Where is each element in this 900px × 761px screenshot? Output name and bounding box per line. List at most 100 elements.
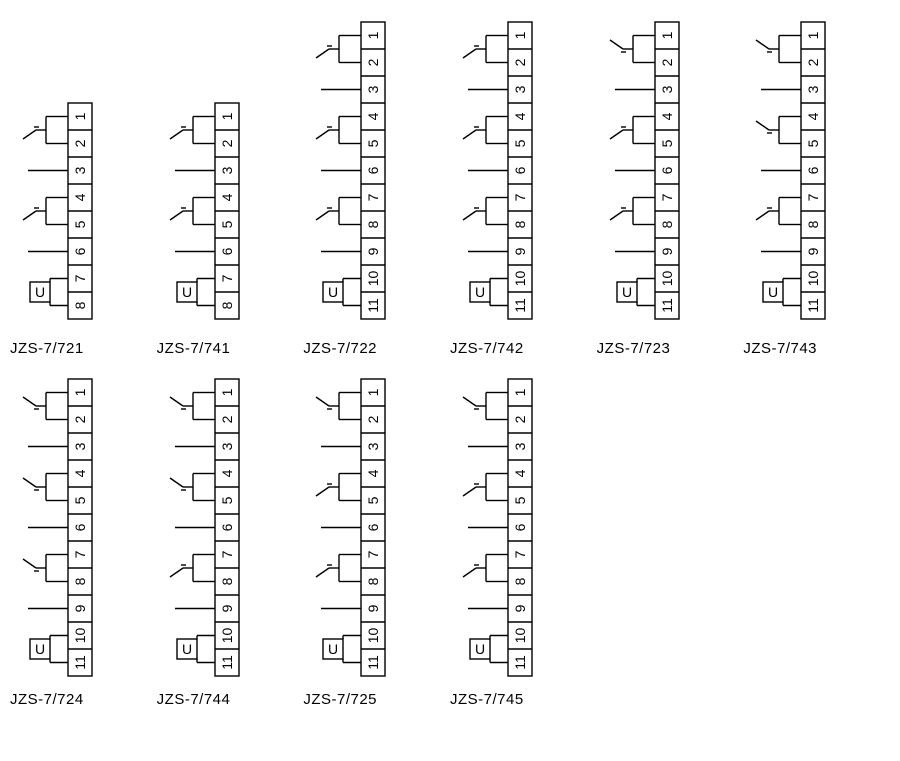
svg-text:11: 11: [365, 298, 381, 313]
svg-text:4: 4: [659, 112, 675, 120]
relay-svg: 1234567891011U: [10, 377, 96, 678]
svg-text:U: U: [622, 284, 632, 300]
relay-unit: 1234567891011UJZS-7/745: [450, 377, 590, 678]
relay-unit: 1234567891011UJZS-7/722: [303, 20, 443, 327]
svg-text:4: 4: [365, 112, 381, 120]
svg-text:11: 11: [72, 655, 88, 670]
relay-svg: 12345678U: [157, 20, 243, 327]
svg-text:U: U: [35, 641, 45, 657]
svg-text:8: 8: [512, 220, 528, 228]
svg-text:8: 8: [72, 577, 88, 585]
relay-svg: 1234567891011U: [303, 377, 389, 678]
svg-text:8: 8: [805, 220, 821, 228]
unit-label: JZS-7/744: [157, 691, 231, 708]
svg-text:10: 10: [365, 271, 381, 287]
svg-text:7: 7: [659, 193, 675, 201]
svg-text:11: 11: [365, 655, 381, 670]
svg-text:6: 6: [805, 166, 821, 174]
svg-text:6: 6: [365, 166, 381, 174]
svg-text:5: 5: [512, 496, 528, 504]
svg-text:5: 5: [72, 220, 88, 228]
svg-text:6: 6: [219, 523, 235, 531]
svg-text:3: 3: [219, 442, 235, 450]
unit-label: JZS-7/745: [450, 691, 524, 708]
unit-label: JZS-7/722: [303, 340, 377, 357]
svg-text:10: 10: [805, 271, 821, 287]
svg-text:2: 2: [512, 58, 528, 66]
svg-text:7: 7: [805, 193, 821, 201]
svg-text:8: 8: [659, 220, 675, 228]
unit-label: JZS-7/742: [450, 340, 524, 357]
unit-label: JZS-7/741: [157, 340, 231, 357]
svg-text:10: 10: [365, 628, 381, 644]
relay-svg: 1 2 3 4 5 6 7 8 U: [10, 20, 96, 327]
svg-text:7: 7: [219, 274, 235, 282]
relay-unit: 1234567891011UJZS-7/743: [743, 20, 883, 327]
svg-text:3: 3: [365, 442, 381, 450]
svg-text:9: 9: [805, 247, 821, 255]
svg-text:8: 8: [512, 577, 528, 585]
svg-text:4: 4: [512, 469, 528, 477]
relay-unit: 1234567891011UJZS-7/723: [597, 20, 737, 327]
svg-text:6: 6: [659, 166, 675, 174]
svg-text:7: 7: [219, 550, 235, 558]
unit-label: JZS-7/723: [597, 340, 671, 357]
svg-text:U: U: [475, 641, 485, 657]
svg-text:8: 8: [219, 301, 235, 309]
svg-text:4: 4: [72, 193, 88, 201]
relay-unit: 1234567891011UJZS-7/744: [157, 377, 297, 678]
relay-svg: 1234567891011U: [743, 20, 829, 327]
unit-label: JZS-7/724: [10, 691, 84, 708]
unit-label: JZS-7/725: [303, 691, 377, 708]
svg-text:4: 4: [219, 193, 235, 201]
relay-unit: 12345678UJZS-7/741: [157, 20, 297, 327]
svg-text:6: 6: [219, 247, 235, 255]
svg-text:4: 4: [512, 112, 528, 120]
svg-text:10: 10: [219, 628, 235, 644]
svg-text:5: 5: [805, 139, 821, 147]
svg-text:2: 2: [659, 58, 675, 66]
relay-svg: 1234567891011U: [157, 377, 243, 678]
svg-text:8: 8: [72, 301, 88, 309]
svg-text:10: 10: [512, 271, 528, 287]
svg-text:U: U: [182, 284, 192, 300]
svg-text:3: 3: [72, 166, 88, 174]
svg-text:8: 8: [219, 577, 235, 585]
relay-svg: 1234567891011U: [450, 20, 536, 327]
svg-text:3: 3: [659, 85, 675, 93]
svg-text:4: 4: [72, 469, 88, 477]
svg-text:5: 5: [219, 496, 235, 504]
relay-svg: 1234567891011U: [303, 20, 389, 327]
svg-text:9: 9: [365, 604, 381, 612]
svg-text:U: U: [328, 284, 338, 300]
svg-text:4: 4: [805, 112, 821, 120]
unit-label: JZS-7/743: [743, 340, 817, 357]
svg-text:U: U: [328, 641, 338, 657]
svg-text:10: 10: [72, 628, 88, 644]
svg-text:U: U: [35, 284, 45, 300]
svg-text:5: 5: [219, 220, 235, 228]
svg-text:5: 5: [365, 139, 381, 147]
svg-text:6: 6: [72, 247, 88, 255]
svg-text:3: 3: [512, 85, 528, 93]
relay-unit: 1234567891011UJZS-7/725: [303, 377, 443, 678]
svg-text:1: 1: [72, 112, 88, 120]
svg-text:3: 3: [219, 166, 235, 174]
svg-text:9: 9: [365, 247, 381, 255]
svg-text:1: 1: [512, 31, 528, 39]
svg-text:1: 1: [805, 31, 821, 39]
svg-text:9: 9: [512, 247, 528, 255]
svg-text:7: 7: [365, 193, 381, 201]
svg-text:11: 11: [512, 298, 528, 313]
svg-text:3: 3: [365, 85, 381, 93]
svg-text:9: 9: [219, 604, 235, 612]
svg-text:3: 3: [72, 442, 88, 450]
svg-text:7: 7: [72, 274, 88, 282]
svg-text:9: 9: [512, 604, 528, 612]
svg-text:2: 2: [72, 139, 88, 147]
svg-text:11: 11: [659, 298, 675, 313]
svg-text:8: 8: [365, 220, 381, 228]
relay-unit: 1234567891011UJZS-7/724: [10, 377, 150, 678]
svg-text:2: 2: [512, 415, 528, 423]
diagram-grid: 12345678UJZS-7/72112345678UJZS-7/7411234…: [10, 20, 890, 678]
